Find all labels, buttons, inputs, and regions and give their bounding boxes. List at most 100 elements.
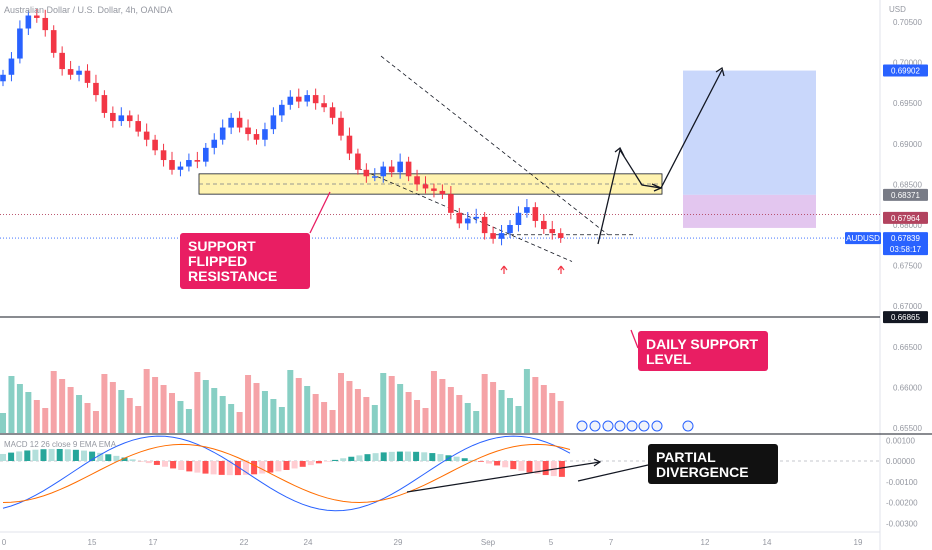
price-badge-label: 0.68371 bbox=[891, 191, 920, 200]
macd-line bbox=[2, 435, 571, 512]
volume-bar bbox=[126, 398, 133, 433]
volume-bar bbox=[498, 390, 505, 433]
macd-histogram-bar bbox=[332, 459, 339, 461]
projection-arrowhead bbox=[715, 66, 725, 77]
candle-body bbox=[448, 194, 454, 213]
candle-body bbox=[169, 160, 175, 170]
y-tick-label: 0.68000 bbox=[893, 221, 922, 230]
candle-body bbox=[524, 207, 530, 213]
macd-histogram-bar bbox=[405, 451, 411, 461]
volume-bar bbox=[185, 409, 192, 433]
volume-bar bbox=[397, 384, 404, 433]
callout-pointer bbox=[630, 329, 639, 349]
volume-bar bbox=[160, 385, 167, 433]
macd-tick-label: -0.00200 bbox=[886, 499, 918, 508]
projection-path bbox=[597, 69, 723, 245]
volume-bar bbox=[346, 381, 353, 433]
x-tick-label: 29 bbox=[394, 538, 403, 547]
macd-histogram-bar bbox=[202, 461, 209, 474]
macd-histogram-bar bbox=[251, 461, 258, 475]
volume-bar bbox=[84, 403, 91, 433]
volume-bar bbox=[76, 395, 83, 433]
macd-histogram-bar bbox=[178, 461, 185, 470]
macd-histogram-bar bbox=[502, 461, 509, 468]
volume-bar bbox=[8, 376, 15, 433]
volume-bar bbox=[464, 403, 471, 433]
y-tick-label: 0.68500 bbox=[893, 180, 922, 189]
macd-histogram-bar bbox=[56, 448, 63, 461]
volume-bar bbox=[490, 382, 497, 433]
candle-body bbox=[549, 229, 556, 234]
y-tick-label: 0.65500 bbox=[893, 424, 922, 433]
candle-body bbox=[541, 220, 547, 230]
macd-histogram-bar bbox=[226, 461, 233, 476]
y-tick-label: 0.67500 bbox=[893, 262, 922, 271]
x-tick-label: 7 bbox=[609, 538, 614, 547]
callout-line-1: PARTIAL bbox=[656, 449, 716, 465]
candle-body bbox=[93, 82, 99, 96]
channel-lower bbox=[357, 167, 573, 262]
macd-histogram-bar bbox=[40, 449, 47, 461]
macd-tick-label: -0.00300 bbox=[886, 519, 918, 528]
macd-histogram-bar bbox=[558, 461, 565, 477]
volume-bar bbox=[380, 373, 387, 433]
macd-histogram-bar bbox=[234, 461, 241, 476]
volume-bar bbox=[261, 391, 268, 433]
callout-line-2: FLIPPED bbox=[188, 253, 248, 269]
volume-bar bbox=[430, 371, 437, 433]
volume-bar bbox=[236, 412, 243, 433]
candle-body bbox=[481, 216, 488, 234]
volume-bar bbox=[101, 374, 108, 433]
volume-bar bbox=[473, 411, 480, 433]
event-flag-icon bbox=[576, 420, 588, 432]
macd-histogram-bar bbox=[121, 457, 128, 461]
macd-histogram-bar bbox=[356, 455, 363, 461]
divergence-arrowhead bbox=[593, 458, 602, 467]
macd-histogram-bar bbox=[210, 461, 217, 475]
candle-body bbox=[219, 127, 226, 140]
low-marker-arrow bbox=[500, 265, 508, 274]
candle-body bbox=[414, 176, 420, 185]
candle-body bbox=[329, 107, 336, 118]
volume-bar bbox=[253, 383, 260, 433]
event-flag-icon bbox=[614, 420, 626, 432]
candle-body bbox=[456, 212, 463, 224]
signal-line bbox=[2, 443, 571, 503]
macd-tick-label: -0.00100 bbox=[886, 478, 918, 487]
macd-histogram-bar bbox=[348, 456, 355, 461]
volume-bar bbox=[354, 389, 361, 433]
callout-line-1: DAILY SUPPORT bbox=[646, 336, 759, 352]
price-badge bbox=[883, 243, 928, 256]
candle-body bbox=[405, 161, 412, 177]
macd-histogram-bar bbox=[315, 461, 322, 464]
volume-bar bbox=[532, 377, 539, 433]
price-badge bbox=[883, 64, 928, 77]
macd-histogram-bar bbox=[194, 461, 201, 473]
volume-bar bbox=[92, 411, 99, 433]
volume-bar bbox=[338, 373, 344, 433]
macd-histogram-bar bbox=[494, 461, 501, 466]
volume-bar bbox=[219, 396, 226, 433]
macd-histogram-bar bbox=[153, 461, 160, 465]
volume-bar bbox=[507, 398, 513, 433]
volume-bar bbox=[523, 369, 530, 433]
candle-body bbox=[388, 166, 395, 173]
x-tick-label: Sep bbox=[481, 538, 496, 547]
divergence-pointer bbox=[577, 464, 649, 482]
volume-bar bbox=[515, 406, 522, 433]
candle-body bbox=[312, 95, 319, 104]
candle-body bbox=[262, 129, 268, 140]
macd-histogram-bar bbox=[275, 461, 282, 472]
macd-histogram-bar bbox=[97, 452, 104, 461]
price-badge-label: 0.69902 bbox=[891, 67, 920, 76]
macd-histogram-bar bbox=[510, 461, 517, 470]
event-flag-icon bbox=[638, 420, 650, 432]
macd-histogram-bar bbox=[340, 458, 347, 461]
candle-body bbox=[186, 160, 192, 167]
price-badge-label: 0.67839 bbox=[891, 234, 920, 243]
candle-body bbox=[126, 115, 133, 122]
macd-histogram-bar bbox=[437, 454, 444, 461]
macd-histogram-bar bbox=[477, 461, 484, 462]
volume-bar bbox=[194, 372, 201, 433]
